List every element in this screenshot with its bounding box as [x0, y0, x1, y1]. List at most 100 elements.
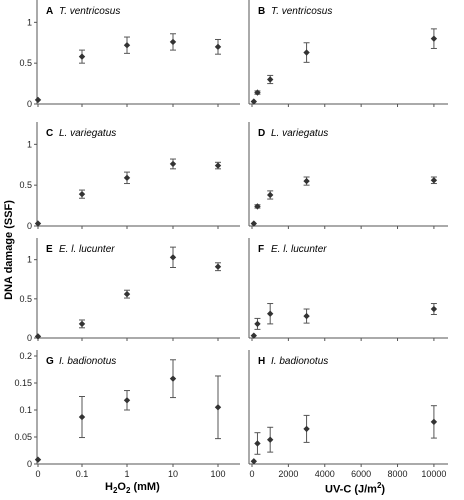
x-tick-label: 6000: [351, 469, 371, 479]
data-point: [169, 254, 177, 261]
species-label: T. ventricosus: [271, 6, 332, 17]
x-tick-label: 10000: [421, 469, 446, 479]
panel-b: B T. ventricosus: [248, 0, 448, 107]
y-tick-label: 1: [27, 17, 32, 27]
species-label: L. variegatus: [271, 128, 328, 139]
data-point: [254, 89, 261, 96]
x-tick-label: 10: [168, 469, 178, 479]
data-point: [250, 458, 258, 465]
data-point: [123, 174, 131, 182]
species-label: I. badionotus: [59, 356, 116, 367]
y-tick-label: 1: [27, 255, 32, 265]
x-label-sub: 2: [125, 486, 131, 496]
y-tick-label: 0.5: [19, 58, 32, 68]
data-point: [303, 177, 310, 185]
species-label: L. variegatus: [59, 128, 116, 139]
x-label-part: (mM): [130, 481, 160, 493]
data-point: [303, 312, 310, 320]
x-label-sub: 2: [112, 486, 118, 496]
data-point: [430, 35, 438, 42]
panel-letter: H: [258, 356, 265, 367]
x-tick-label: 0: [249, 469, 254, 479]
data-point: [250, 332, 258, 339]
x-tick-label: 0: [35, 469, 40, 479]
x-tick-label: 2000: [278, 469, 298, 479]
data-point: [78, 53, 86, 60]
data-point: [123, 397, 131, 404]
data-point: [214, 404, 222, 411]
panel-letter: B: [258, 6, 265, 17]
panel-g: 0 0.05 0.1 0.15 0.2 0 0.1 1 10 100 G I. badionotus: [14, 350, 240, 479]
data-point: [214, 263, 222, 270]
y-tick-label: 0.5: [19, 180, 32, 190]
panel-letter: C: [46, 128, 53, 139]
data-point: [34, 96, 42, 104]
panel-a: 0 0.5 1 A T. ventricosus: [19, 0, 240, 109]
y-tick-label: 0.5: [19, 294, 32, 304]
x-tick-label: 0.1: [76, 469, 89, 479]
data-point: [430, 177, 438, 184]
data-point: [430, 418, 438, 426]
data-point: [214, 162, 222, 169]
x-label-sup: 2: [376, 481, 382, 490]
species-label: E. l. lucunter: [59, 244, 115, 255]
data-point: [34, 220, 42, 227]
y-tick-label: 0.05: [14, 432, 32, 442]
y-tick-label: 0: [27, 459, 32, 469]
data-point: [266, 436, 274, 443]
y-tick-label: 1: [27, 139, 32, 149]
species-label: T. ventricosus: [59, 6, 120, 17]
y-tick-label: 0: [27, 221, 32, 231]
data-point: [78, 413, 86, 421]
data-point: [169, 160, 177, 168]
panel-letter: F: [258, 244, 264, 255]
data-point: [303, 49, 310, 56]
panel-letter: E: [46, 244, 53, 255]
panel-letter: G: [46, 356, 54, 367]
data-point: [34, 456, 42, 463]
x-tick-label: 8000: [388, 469, 408, 479]
y-axis-title: DNA damage (SSF): [3, 200, 15, 300]
x-label-part: O: [117, 481, 126, 493]
y-tick-label: 0: [27, 99, 32, 109]
x-tick-label: 100: [210, 469, 225, 479]
x-label-part: H: [105, 481, 113, 493]
data-point: [34, 333, 42, 340]
data-point: [266, 76, 274, 83]
x-tick-label: 4000: [315, 469, 335, 479]
panel-letter: D: [258, 128, 265, 139]
species-label: I. badionotus: [271, 356, 328, 367]
y-tick-label: 0.1: [19, 405, 32, 415]
panel-d: D L. variegatus: [248, 122, 448, 229]
panel-c: 0 0.5 1 C L. variegatus: [19, 122, 240, 231]
x-axis-label-uvc: UV-C (J/m2): [325, 481, 385, 496]
panel-letter: A: [46, 6, 53, 17]
data-point: [250, 220, 258, 227]
y-tick-label: 0.15: [14, 378, 32, 388]
data-point: [169, 38, 177, 46]
x-label-part: UV-C (J/m: [325, 483, 377, 496]
data-point: [254, 440, 261, 447]
panel-f: F E. l. lucunter: [248, 238, 448, 341]
species-label: E. l. lucunter: [271, 244, 327, 255]
x-axis-label-h2o2: H2O2 (mM): [105, 481, 160, 495]
data-point: [430, 305, 438, 313]
data-point: [254, 320, 261, 328]
x-tick-label: 1: [124, 469, 129, 479]
data-point: [78, 320, 86, 328]
data-point: [250, 98, 258, 105]
data-point: [266, 310, 274, 317]
data-point: [266, 191, 274, 199]
data-point: [254, 203, 261, 210]
y-tick-label: 0: [27, 333, 32, 343]
x-label-part: ): [381, 483, 386, 496]
y-tick-label: 0.2: [19, 351, 32, 361]
data-point: [123, 290, 131, 298]
data-point: [214, 43, 222, 51]
panel-h: 0 2000 4000 6000 8000 10000 H I. badionotus: [248, 350, 448, 479]
data-point: [78, 190, 86, 198]
data-point: [169, 375, 177, 382]
data-point: [123, 42, 131, 49]
